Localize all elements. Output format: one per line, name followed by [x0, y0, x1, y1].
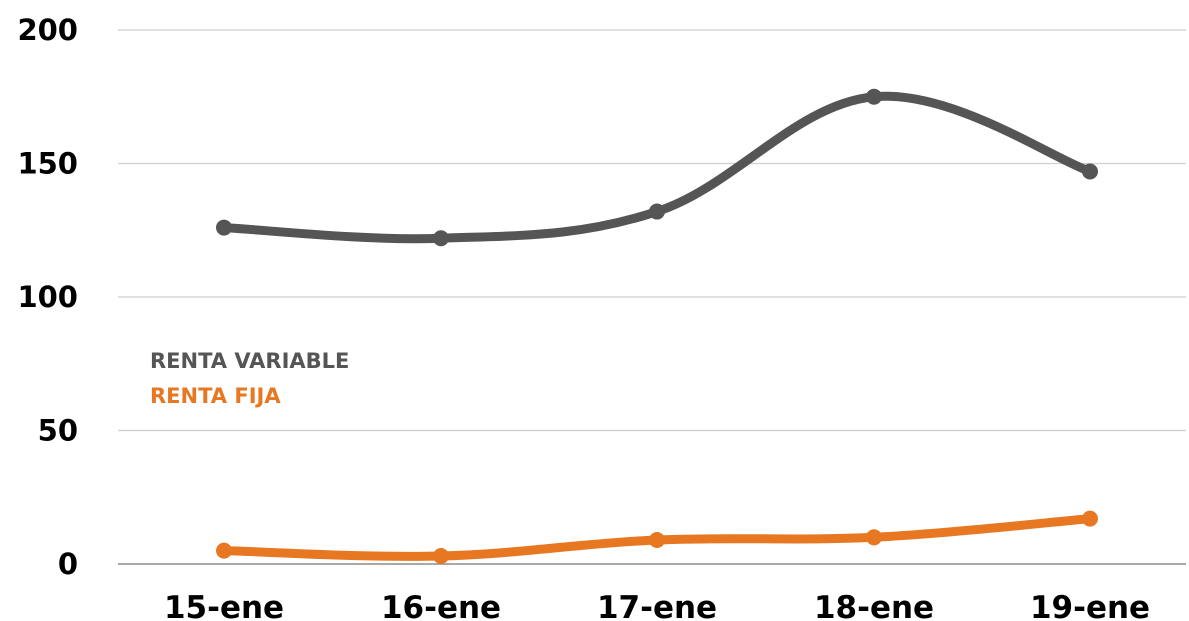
y-axis-tick-labels: 0 50 100 150 200: [17, 13, 78, 581]
y-tick-label: 50: [38, 414, 78, 448]
data-point: [1082, 163, 1098, 180]
data-point: [866, 529, 882, 546]
x-tick-label: 17-ene: [597, 590, 717, 621]
y-tick-label: 200: [17, 13, 78, 47]
data-point: [649, 531, 665, 548]
data-point: [216, 542, 232, 559]
gridlines: [118, 29, 1186, 565]
x-tick-label: 16-ene: [381, 590, 501, 621]
data-point: [216, 219, 232, 236]
x-tick-label: 18-ene: [814, 590, 934, 621]
data-point: [433, 547, 449, 564]
x-tick-label: 19-ene: [1030, 590, 1150, 621]
series-lines: [216, 88, 1098, 564]
series-renta-fija: [216, 510, 1098, 564]
data-point: [866, 88, 882, 105]
y-tick-label: 150: [17, 147, 78, 181]
series-renta-variable: [216, 88, 1098, 247]
y-tick-label: 100: [17, 280, 78, 314]
legend-entry: RENTA VARIABLE: [150, 349, 349, 373]
data-point: [433, 230, 449, 247]
legend-entry: RENTA FIJA: [150, 384, 281, 408]
x-tick-label: 15-ene: [164, 590, 284, 621]
data-point: [649, 203, 665, 220]
legend: RENTA VARIABLE RENTA FIJA: [150, 349, 349, 408]
x-axis-tick-labels: 15-ene 16-ene 17-ene 18-ene 19-ene: [164, 590, 1150, 621]
y-tick-label: 0: [58, 547, 78, 581]
data-point: [1082, 510, 1098, 527]
